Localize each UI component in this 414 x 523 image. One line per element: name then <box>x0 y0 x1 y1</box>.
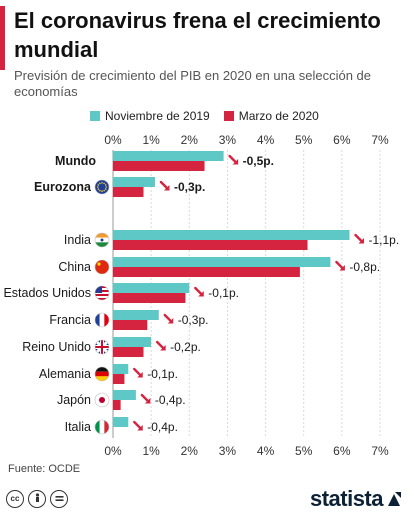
bar-nov-2019 <box>113 337 152 347</box>
category-label: Japón <box>57 393 91 407</box>
legend-item-mar-2020: Marzo de 2020 <box>223 109 319 123</box>
x-tick-label-bottom: 4% <box>257 444 275 458</box>
down-arrow-head-icon <box>339 265 345 271</box>
change-annotation: -0,8p. <box>349 260 380 274</box>
category-label: Italia <box>65 420 91 434</box>
bar-nov-2019 <box>113 364 129 374</box>
attribution-icon[interactable] <box>28 490 46 508</box>
legend-label: Noviembre de 2019 <box>105 109 210 123</box>
change-annotation: -1,1p. <box>368 233 399 247</box>
down-arrow-head-icon <box>163 185 170 191</box>
down-arrow-head-icon <box>160 345 166 351</box>
x-tick-label-top: 3% <box>219 133 237 147</box>
bar-mar-2020 <box>113 320 148 330</box>
flag-de-icon <box>94 366 110 382</box>
bar-nov-2019 <box>113 310 159 320</box>
x-tick-label-bottom: 2% <box>181 444 199 458</box>
x-tick-label-bottom: 0% <box>104 444 122 458</box>
flag-us-icon <box>94 285 110 301</box>
change-annotation: -0,4p. <box>155 393 186 407</box>
x-tick-label-bottom: 6% <box>333 444 351 458</box>
brand-wordmark: statista <box>309 486 384 511</box>
change-annotation: -0,3p. <box>178 313 209 327</box>
down-arrow-head-icon <box>137 372 143 378</box>
change-annotation: -0,1p. <box>147 367 178 381</box>
down-arrow-head-icon <box>198 291 204 297</box>
category-label: India <box>64 233 91 247</box>
flag-it-icon <box>94 419 110 435</box>
down-arrow-head-icon <box>144 398 151 404</box>
flag-cn-icon <box>94 259 110 275</box>
bar-mar-2020 <box>113 400 121 410</box>
bar-nov-2019 <box>113 390 136 400</box>
x-tick-label-bottom: 3% <box>219 444 237 458</box>
flag-fr-icon <box>94 312 110 328</box>
category-label: Alemania <box>39 367 91 381</box>
x-tick-label-bottom: 1% <box>142 444 160 458</box>
bar-nov-2019 <box>113 283 190 293</box>
category-label: Eurozona <box>34 180 92 194</box>
x-tick-label-top: 6% <box>333 133 351 147</box>
bar-nov-2019 <box>113 151 224 161</box>
x-tick-label-top: 4% <box>257 133 275 147</box>
category-label: Estados Unidos <box>3 286 91 300</box>
bar-mar-2020 <box>113 347 144 357</box>
legend-swatch <box>223 111 234 121</box>
down-arrow-head-icon <box>137 425 143 431</box>
bar-nov-2019 <box>113 257 331 267</box>
x-tick-label-top: 0% <box>104 133 122 147</box>
x-tick-label-top: 7% <box>371 133 389 147</box>
flag-gb-icon <box>94 339 110 355</box>
bar-mar-2020 <box>113 293 186 303</box>
flag-jp-icon <box>94 392 110 408</box>
source-note: Fuente: OCDE <box>8 463 81 475</box>
change-annotation: -0,5p. <box>243 154 274 168</box>
legend-label: Marzo de 2020 <box>238 109 319 123</box>
change-annotation: -0,2p. <box>170 340 201 354</box>
bar-nov-2019 <box>113 230 350 240</box>
bar-mar-2020 <box>113 240 308 250</box>
x-tick-label-top: 5% <box>295 133 313 147</box>
x-tick-label-top: 2% <box>181 133 199 147</box>
x-tick-label-bottom: 7% <box>371 444 389 458</box>
down-arrow-head-icon <box>358 238 364 244</box>
change-annotation: -0,3p. <box>174 180 205 194</box>
category-label: Francia <box>49 313 91 327</box>
down-arrow-head-icon <box>232 159 239 165</box>
bar-nov-2019 <box>113 417 129 427</box>
no-derivatives-icon[interactable] <box>50 490 68 508</box>
x-tick-label-bottom: 5% <box>295 444 313 458</box>
chart-subtitle: Previsión de crecimiento del PIB en 2020… <box>14 68 371 99</box>
bar-mar-2020 <box>113 161 205 171</box>
legend: Noviembre de 2019 Marzo de 2020 <box>90 108 333 124</box>
down-arrow-head-icon <box>167 318 174 324</box>
x-tick-label-top: 1% <box>142 133 160 147</box>
flag-in-icon <box>94 232 110 248</box>
bar-nov-2019 <box>113 177 155 187</box>
legend-swatch <box>90 111 100 121</box>
creative-commons-icon[interactable]: cc <box>6 490 24 508</box>
flag-eu-icon <box>94 179 110 195</box>
license-icons: cc <box>6 490 72 508</box>
chart-title: El coronavirus frena el crecimiento mund… <box>14 8 381 62</box>
legend-item-nov-2019: Noviembre de 2019 <box>90 109 210 123</box>
statista-logo[interactable]: statista <box>310 486 402 512</box>
bar-mar-2020 <box>113 267 300 277</box>
category-label: Mundo <box>55 154 96 168</box>
bar-mar-2020 <box>113 187 144 197</box>
statista-mark-icon <box>388 492 401 506</box>
title-accent-bar <box>0 6 5 70</box>
bar-mar-2020 <box>113 374 125 384</box>
category-label: Reino Unido <box>22 340 91 354</box>
category-label: China <box>58 260 91 274</box>
change-annotation: -0,4p. <box>147 420 178 434</box>
change-annotation: -0,1p. <box>208 286 239 300</box>
